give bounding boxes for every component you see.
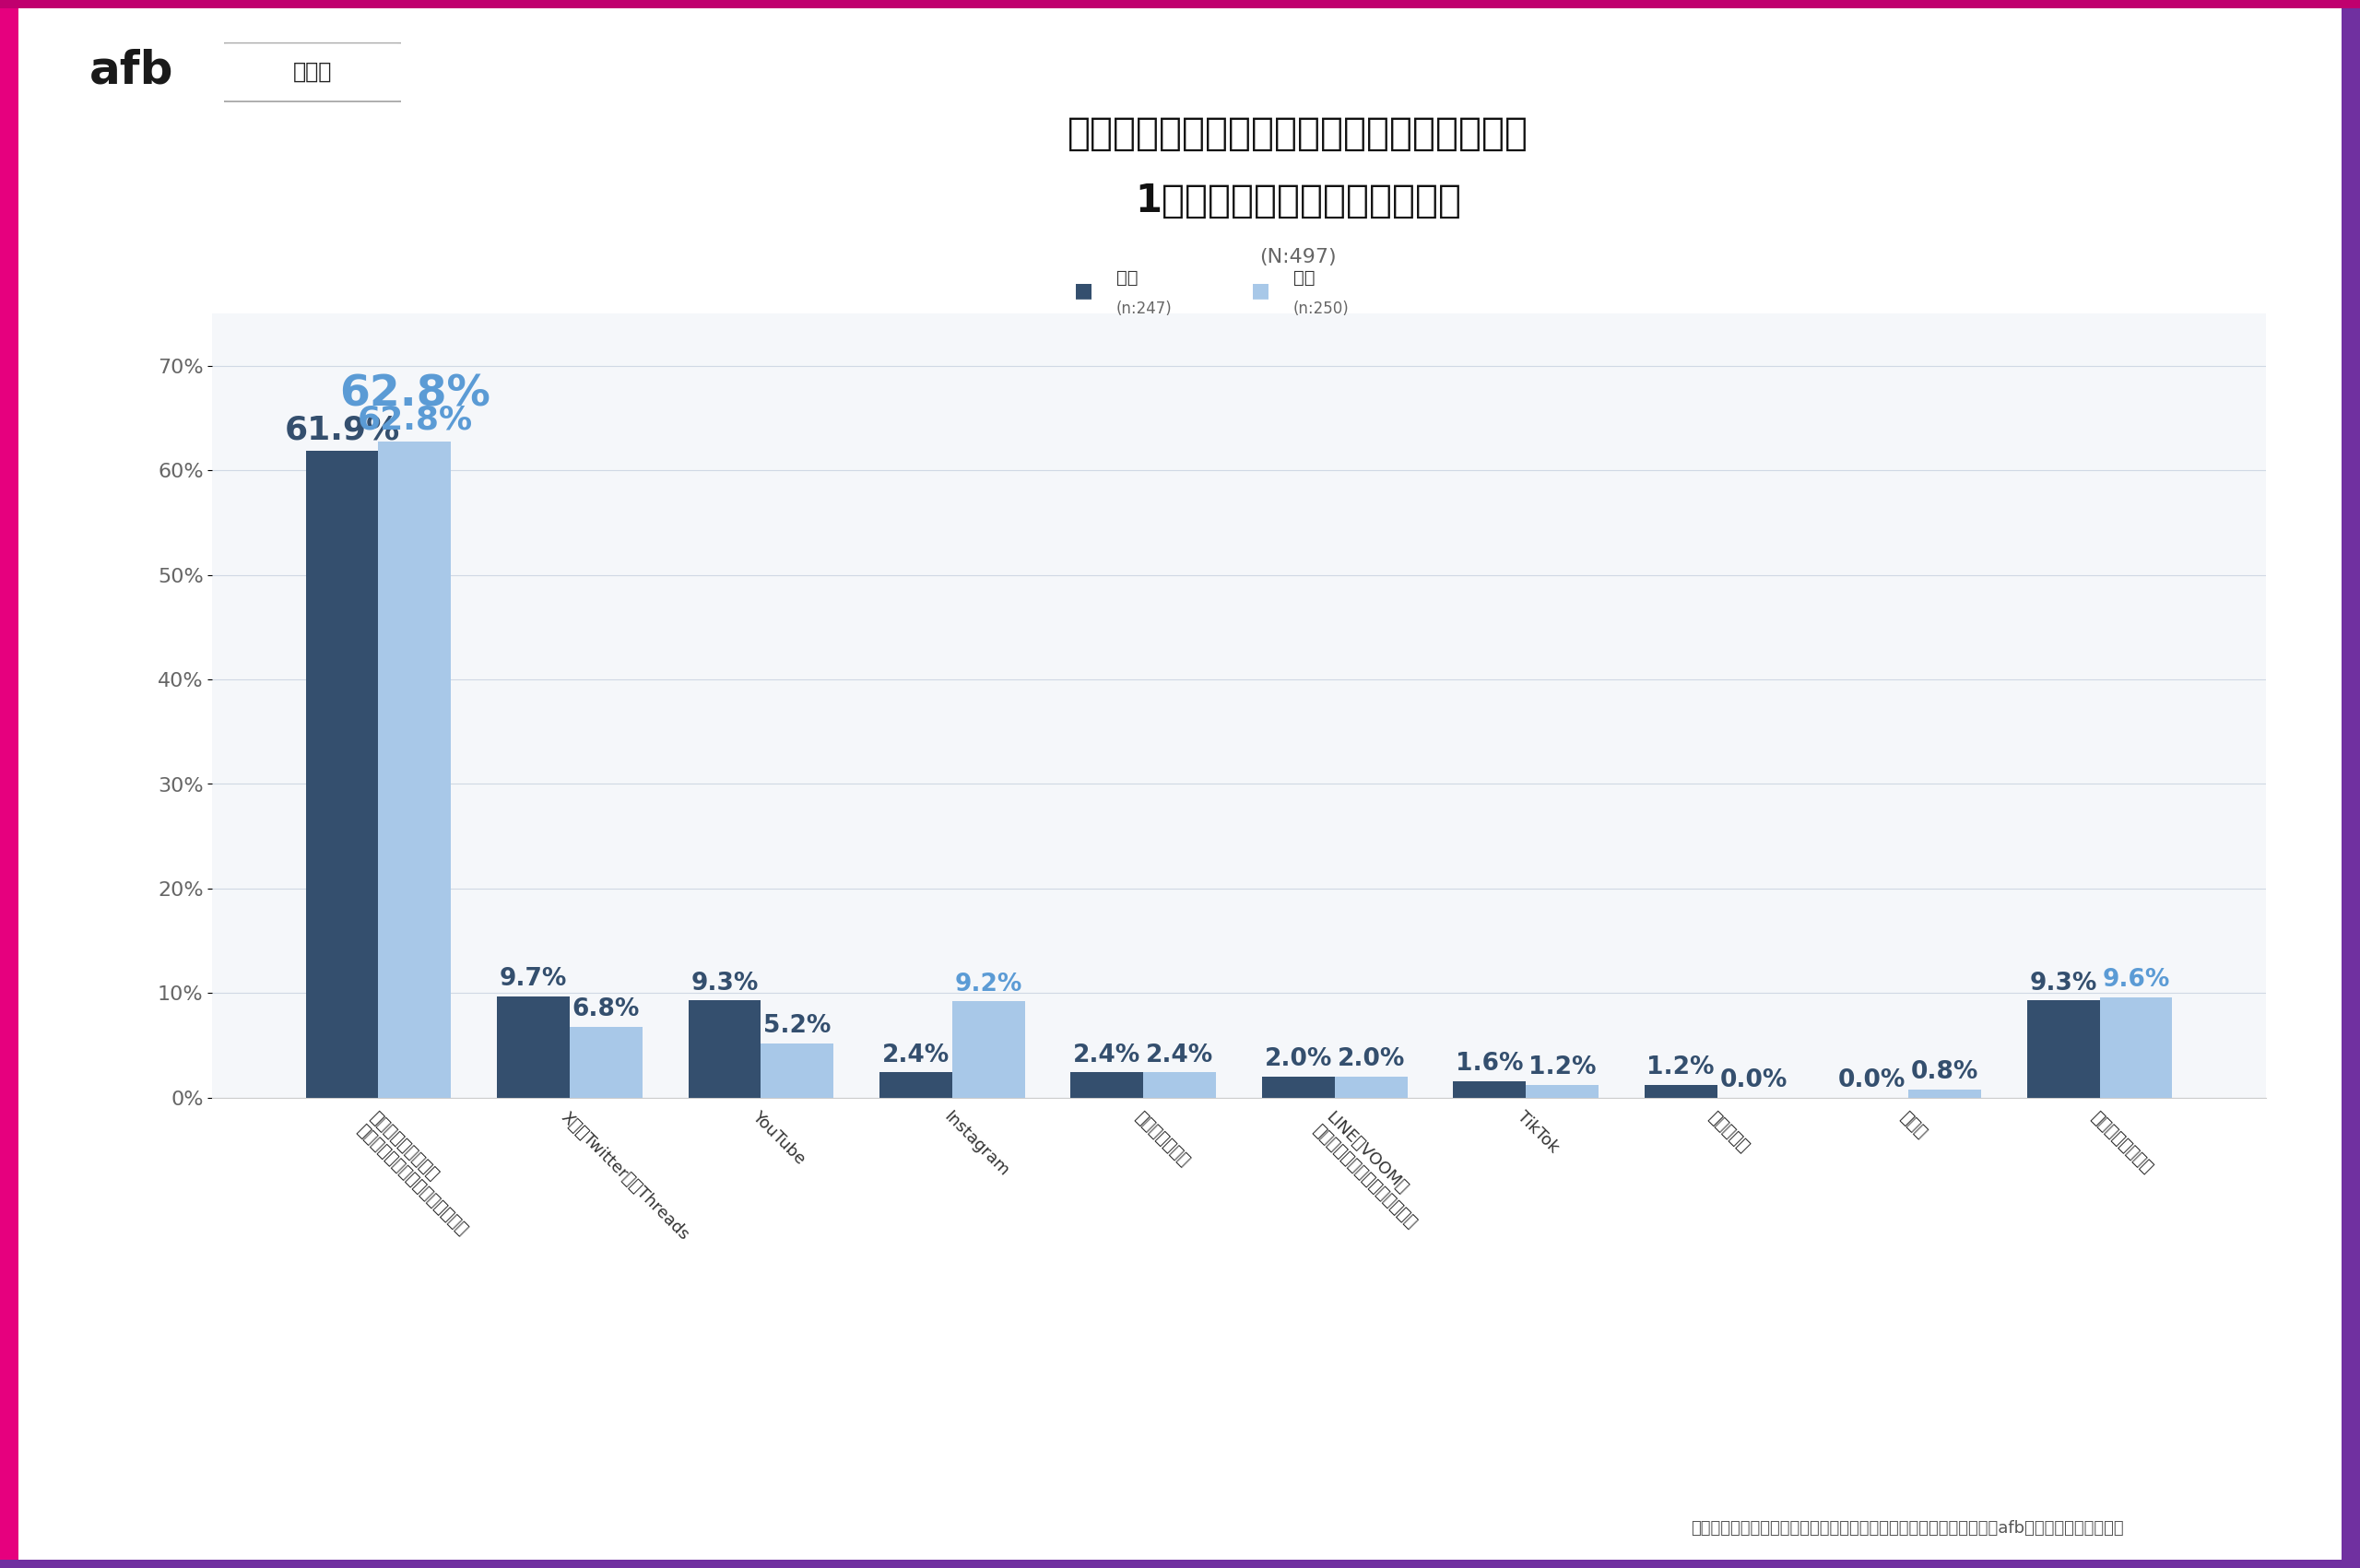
Text: 0.0%: 0.0%: [1838, 1068, 1907, 1093]
Bar: [569, 1027, 642, 1098]
Bar: [1909, 1090, 1980, 1098]
Text: 女性: 女性: [1293, 268, 1315, 287]
Bar: [951, 1002, 1024, 1098]
Text: 9.7%: 9.7%: [500, 967, 566, 991]
Text: 1.2%: 1.2%: [1529, 1055, 1595, 1080]
Bar: [880, 1073, 951, 1098]
Bar: [1454, 1080, 1527, 1098]
Text: 1.6%: 1.6%: [1456, 1052, 1525, 1076]
Text: 61.9%: 61.9%: [283, 414, 399, 445]
Bar: [2100, 997, 2171, 1098]
Text: 男女別: 男女別: [293, 61, 333, 83]
Text: 1.2%: 1.2%: [1647, 1055, 1716, 1080]
Bar: [760, 1043, 833, 1098]
Text: 2.4%: 2.4%: [1074, 1043, 1140, 1068]
Text: 62.8%: 62.8%: [356, 405, 472, 436]
Text: afb: afb: [90, 49, 175, 93]
Text: 2.4%: 2.4%: [883, 1043, 949, 1068]
Bar: [1336, 1077, 1407, 1098]
Text: ■: ■: [1251, 281, 1270, 299]
Text: 1番利用する媒体は何ですか？: 1番利用する媒体は何ですか？: [1135, 182, 1461, 220]
Text: 0.8%: 0.8%: [1912, 1060, 1978, 1083]
Bar: [1527, 1085, 1598, 1098]
Text: 6.8%: 6.8%: [571, 997, 640, 1021]
Bar: [1645, 1085, 1718, 1098]
Bar: [1071, 1073, 1142, 1098]
Bar: [498, 996, 569, 1098]
Text: 2.0%: 2.0%: [1265, 1047, 1331, 1071]
Text: オンラインで商品を購入する前に情報収集で: オンラインで商品を購入する前に情報収集で: [1067, 114, 1529, 152]
Text: 2.0%: 2.0%: [1338, 1047, 1404, 1071]
Bar: [1263, 1077, 1336, 1098]
FancyBboxPatch shape: [215, 42, 411, 102]
Bar: [689, 1000, 760, 1098]
Text: 株式会社フォーイット　パフォーマンステクノロジーネットワーク『afb（アフィビー）』調べ: 株式会社フォーイット パフォーマンステクノロジーネットワーク『afb（アフィビー…: [1692, 1521, 2124, 1537]
Text: ■: ■: [1074, 281, 1093, 299]
Text: 9.3%: 9.3%: [691, 971, 758, 996]
Text: 男性: 男性: [1116, 268, 1138, 287]
Text: 9.3%: 9.3%: [2030, 971, 2098, 996]
Text: 5.2%: 5.2%: [762, 1014, 831, 1038]
Text: 9.2%: 9.2%: [956, 972, 1022, 996]
Text: (n:247): (n:247): [1116, 301, 1173, 317]
Bar: [307, 450, 378, 1098]
Text: 62.8%: 62.8%: [340, 373, 491, 416]
Text: 0.0%: 0.0%: [1720, 1068, 1787, 1093]
Text: 2.4%: 2.4%: [1147, 1043, 1213, 1068]
Text: 9.6%: 9.6%: [2103, 967, 2169, 993]
Text: (n:250): (n:250): [1293, 301, 1350, 317]
Bar: [1142, 1073, 1215, 1098]
Text: (N:497): (N:497): [1260, 248, 1336, 267]
Bar: [378, 441, 451, 1098]
Bar: [2027, 1000, 2100, 1098]
